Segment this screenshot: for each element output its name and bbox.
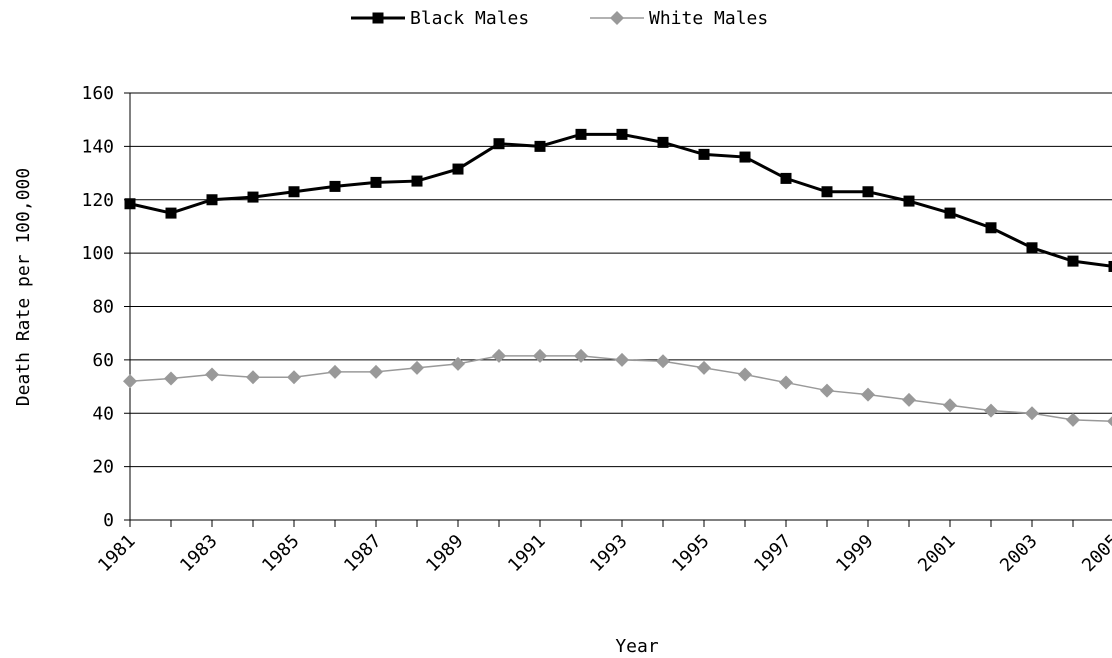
data-point-black-males-1993 xyxy=(616,128,628,140)
x-tick-label-1999: 1999 xyxy=(832,531,878,577)
series-line-black-males xyxy=(129,132,1112,268)
y-tick-label-0: 0 xyxy=(103,510,114,531)
series-white-males xyxy=(123,348,1112,427)
data-point-white-males-1983 xyxy=(205,367,219,382)
legend-white-males-marker xyxy=(610,11,624,25)
data-point-white-males-1981 xyxy=(123,374,137,389)
x-tick-label-1991: 1991 xyxy=(504,531,550,577)
data-point-black-males-2003 xyxy=(1026,242,1038,254)
series-layer xyxy=(123,128,1112,427)
data-point-black-males-1989 xyxy=(452,163,464,175)
gridlines xyxy=(130,92,1112,468)
x-tick-label-2003: 2003 xyxy=(996,531,1042,577)
y-tick-label-80: 80 xyxy=(92,297,114,318)
data-point-black-males-1984 xyxy=(247,191,259,203)
x-tick-label-1983: 1983 xyxy=(176,531,222,577)
y-tick-label-60: 60 xyxy=(92,350,114,371)
data-point-white-males-1996 xyxy=(738,367,752,382)
x-tick-label-1989: 1989 xyxy=(422,531,468,577)
data-point-black-males-1982 xyxy=(165,207,177,219)
data-point-white-males-1990 xyxy=(492,348,506,363)
data-point-black-males-1985 xyxy=(288,186,300,198)
data-point-white-males-1995 xyxy=(697,360,711,375)
data-point-black-males-1981 xyxy=(124,198,136,210)
y-tick-label-100: 100 xyxy=(81,243,114,264)
data-point-black-males-2002 xyxy=(985,222,997,234)
data-point-black-males-2000 xyxy=(903,195,915,207)
x-axis-tick-labels: 1981 1983 1985 1987 1989 1991 1993 1995 1997 1999… xyxy=(94,520,1112,576)
legend: Black Males White Males xyxy=(351,8,768,29)
data-point-white-males-1997 xyxy=(779,375,793,390)
data-point-white-males-1991 xyxy=(533,348,547,363)
data-point-black-males-1996 xyxy=(739,151,751,163)
data-point-black-males-1998 xyxy=(821,186,833,198)
x-tick-label-1995: 1995 xyxy=(668,531,714,577)
data-point-white-males-2003 xyxy=(1025,406,1039,421)
data-point-white-males-1993 xyxy=(615,352,629,367)
data-point-white-males-2005 xyxy=(1107,416,1112,427)
data-point-white-males-2004 xyxy=(1066,412,1080,427)
data-point-white-males-1984 xyxy=(246,370,260,385)
x-tick-label-1993: 1993 xyxy=(586,531,632,577)
data-point-black-males-1986 xyxy=(329,180,341,192)
data-point-white-males-1994 xyxy=(656,354,670,369)
y-axis-tick-labels: 0 20 40 60 80 100 120 140 160 xyxy=(81,83,130,531)
data-point-white-males-1986 xyxy=(328,364,342,379)
data-point-black-males-1999 xyxy=(862,186,874,198)
data-point-white-males-2002 xyxy=(984,403,998,418)
y-tick-label-120: 120 xyxy=(81,190,114,211)
x-tick-label-1981: 1981 xyxy=(94,531,140,577)
x-tick-label-1997: 1997 xyxy=(750,531,796,577)
y-axis-title: Death Rate per 100,000 xyxy=(13,168,34,406)
x-tick-label-2005: 2005 xyxy=(1078,531,1112,577)
y-tick-label-40: 40 xyxy=(92,403,114,424)
data-point-white-males-2000 xyxy=(902,392,916,407)
data-point-white-males-2001 xyxy=(943,398,957,413)
x-axis-title: Year xyxy=(615,636,659,657)
data-point-black-males-1990 xyxy=(493,138,505,150)
data-point-black-males-2004 xyxy=(1067,255,1079,267)
y-tick-label-20: 20 xyxy=(92,457,114,478)
data-point-white-males-1982 xyxy=(164,371,178,386)
data-point-black-males-1994 xyxy=(657,136,669,148)
data-point-black-males-2001 xyxy=(944,207,956,219)
x-tick-label-2001: 2001 xyxy=(914,531,960,577)
data-point-black-males-1988 xyxy=(411,175,423,187)
legend-black-males-marker xyxy=(372,12,384,24)
series-black-males xyxy=(124,128,1112,272)
x-tick-label-1985: 1985 xyxy=(258,531,304,577)
data-point-black-males-1995 xyxy=(698,148,710,160)
data-point-white-males-1987 xyxy=(369,364,383,379)
data-point-white-males-1985 xyxy=(287,370,301,385)
data-point-white-males-1999 xyxy=(861,387,875,402)
data-point-white-males-1998 xyxy=(820,383,834,398)
data-point-black-males-1983 xyxy=(206,194,218,206)
x-tick-label-1987: 1987 xyxy=(340,531,386,577)
data-point-white-males-1989 xyxy=(451,356,465,371)
legend-black-males-label: Black Males xyxy=(410,8,529,29)
legend-white-males-label: White Males xyxy=(649,8,768,29)
data-point-black-males-1992 xyxy=(575,128,587,140)
data-point-black-males-1997 xyxy=(780,172,792,184)
y-tick-label-160: 160 xyxy=(81,83,114,104)
data-point-white-males-1992 xyxy=(574,348,588,363)
data-point-black-males-2005 xyxy=(1108,260,1112,272)
y-tick-label-140: 140 xyxy=(81,136,114,157)
data-point-black-males-1987 xyxy=(370,176,382,188)
data-point-black-males-1991 xyxy=(534,140,546,152)
data-point-white-males-1988 xyxy=(410,360,424,375)
